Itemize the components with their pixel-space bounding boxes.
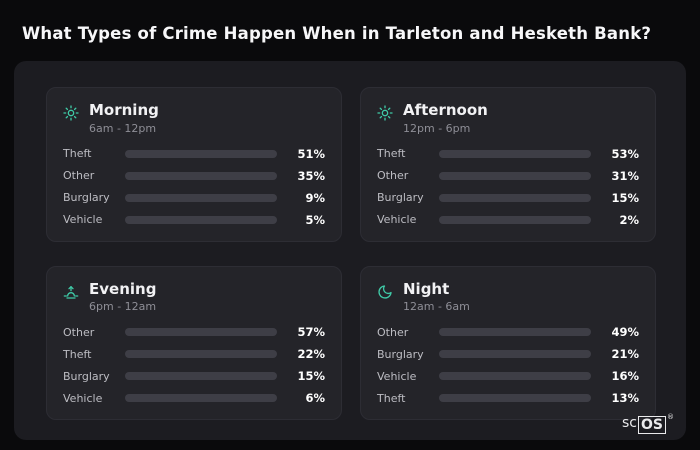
bar-track: [439, 350, 591, 358]
bar-label: Burglary: [377, 347, 424, 361]
bar-track: [439, 149, 591, 158]
bar-track: [439, 328, 591, 336]
bar-rows: Theft 51% Other 35% Burglary 9% Vehicle: [63, 147, 325, 227]
bar-label: Burglary: [377, 191, 424, 204]
bar-value: 13%: [611, 391, 639, 405]
bar-label: Theft: [63, 347, 92, 361]
brand-logo: sc OS ®: [622, 413, 674, 434]
bar-label: Burglary: [63, 369, 110, 383]
registered-mark-icon: ®: [667, 413, 674, 421]
bar-track: [125, 328, 277, 336]
bar-value: 51%: [297, 146, 325, 161]
bar-label: Other: [63, 169, 95, 182]
bar-row: Burglary 15%: [377, 191, 639, 205]
bar-rows: Theft 53% Other 31% Burglary 15% Vehicle: [377, 147, 639, 227]
card-header-text: Morning 6am - 12pm: [89, 102, 159, 135]
bar-label: Vehicle: [63, 213, 103, 226]
bar-row: Burglary 21%: [377, 347, 639, 361]
cards-grid: Morning 6am - 12pm Theft 51% Other 35% B…: [46, 87, 656, 420]
card-title: Morning: [89, 101, 159, 119]
card-subtitle: 6pm - 12am: [89, 300, 157, 313]
bar-track: [125, 215, 277, 224]
bar-track: [439, 372, 591, 380]
brand-suffix: OS: [638, 416, 666, 434]
card-subtitle: 12pm - 6pm: [403, 121, 471, 135]
bar-value: 22%: [297, 347, 325, 361]
bar-track: [125, 350, 277, 358]
card-night: Night 12am - 6am Other 49% Burglary 21% …: [360, 265, 656, 420]
bar-value: 31%: [611, 168, 639, 183]
bar-row: Other 57%: [63, 325, 325, 339]
card-header: Night 12am - 6am: [377, 279, 639, 313]
bar-row: Theft 51%: [63, 147, 325, 161]
bar-track: [439, 215, 591, 224]
bar-track: [439, 394, 591, 402]
card-title: Afternoon: [403, 101, 488, 119]
bar-label: Other: [63, 325, 95, 339]
card-header-text: Evening 6pm - 12am: [89, 279, 157, 313]
bar-row: Vehicle 5%: [63, 213, 325, 227]
bar-row: Other 49%: [377, 325, 639, 339]
sunrise-icon: [63, 284, 79, 300]
bar-label: Theft: [377, 147, 406, 160]
bar-rows: Other 57% Theft 22% Burglary 15% Vehicle: [63, 325, 325, 405]
sun-icon: [63, 105, 79, 121]
bar-track: [439, 171, 591, 180]
card-subtitle: 12am - 6am: [403, 300, 470, 313]
bar-label: Burglary: [63, 191, 110, 204]
bar-row: Other 35%: [63, 169, 325, 183]
card-header: Evening 6pm - 12am: [63, 279, 325, 313]
bar-row: Vehicle 2%: [377, 213, 639, 227]
card-header: Morning 6am - 12pm: [63, 102, 325, 135]
bar-value: 21%: [611, 347, 639, 361]
brand-prefix: sc: [622, 415, 638, 431]
bar-label: Vehicle: [377, 213, 417, 226]
bar-value: 15%: [297, 369, 325, 383]
bar-track: [125, 372, 277, 380]
card-header-text: Afternoon 12pm - 6pm: [403, 102, 488, 135]
card-header: Afternoon 12pm - 6pm: [377, 102, 639, 135]
bar-label: Vehicle: [377, 369, 417, 383]
card-subtitle: 6am - 12pm: [89, 121, 157, 135]
bar-label: Other: [377, 325, 409, 339]
page-title: What Types of Crime Happen When in Tarle…: [22, 24, 652, 43]
bar-value: 35%: [297, 168, 325, 183]
bar-track: [125, 149, 277, 158]
bar-value: 16%: [611, 369, 639, 383]
bar-value: 53%: [611, 146, 639, 161]
bar-label: Vehicle: [63, 391, 103, 405]
bar-label: Other: [377, 169, 409, 182]
bar-value: 9%: [305, 190, 325, 205]
bar-row: Burglary 9%: [63, 191, 325, 205]
bar-label: Theft: [63, 147, 92, 160]
card-title: Night: [403, 279, 450, 298]
card-title: Evening: [89, 279, 157, 298]
bar-rows: Other 49% Burglary 21% Vehicle 16% Theft: [377, 325, 639, 405]
bar-row: Theft 13%: [377, 391, 639, 405]
card-morning: Morning 6am - 12pm Theft 51% Other 35% B…: [46, 87, 342, 242]
bar-row: Theft 22%: [63, 347, 325, 361]
bar-row: Vehicle 16%: [377, 369, 639, 383]
moon-icon: [377, 284, 393, 300]
bar-value: 2%: [619, 212, 639, 227]
bar-row: Theft 53%: [377, 147, 639, 161]
bar-track: [439, 193, 591, 202]
bar-value: 15%: [611, 190, 639, 205]
bar-row: Other 31%: [377, 169, 639, 183]
bar-row: Burglary 15%: [63, 369, 325, 383]
bar-track: [125, 394, 277, 402]
bar-track: [125, 193, 277, 202]
bar-value: 57%: [297, 325, 325, 339]
bar-track: [125, 171, 277, 180]
card-evening: Evening 6pm - 12am Other 57% Theft 22% B…: [46, 265, 342, 420]
sun-icon: [377, 105, 393, 121]
bar-label: Theft: [377, 391, 406, 405]
bar-value: 5%: [305, 212, 325, 227]
bar-value: 49%: [611, 325, 639, 339]
bar-row: Vehicle 6%: [63, 391, 325, 405]
dashboard-panel: Morning 6am - 12pm Theft 51% Other 35% B…: [14, 61, 686, 440]
card-afternoon: Afternoon 12pm - 6pm Theft 53% Other 31%…: [360, 87, 656, 242]
bar-value: 6%: [305, 391, 325, 405]
card-header-text: Night 12am - 6am: [403, 279, 470, 313]
